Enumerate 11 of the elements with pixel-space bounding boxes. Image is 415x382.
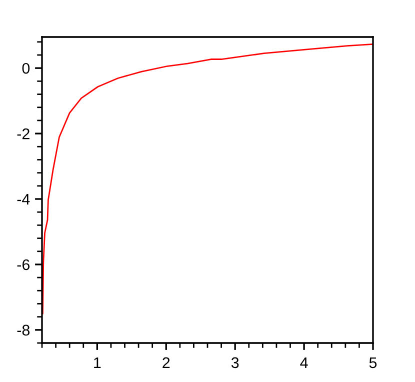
y-tick-label: 0 xyxy=(22,62,30,74)
x-tick-label: 2 xyxy=(162,357,170,368)
y-tick-label: -2 xyxy=(17,128,30,140)
x-tick-label: 3 xyxy=(231,357,239,368)
x-tick-label: 4 xyxy=(300,357,308,368)
y-tick-label: -4 xyxy=(17,194,30,205)
y-tick-label: -8 xyxy=(17,324,30,336)
line-series xyxy=(42,44,373,314)
x-tick-label: 5 xyxy=(369,357,377,368)
y-tick-label: -6 xyxy=(17,259,30,270)
x-tick-label: 1 xyxy=(94,357,101,368)
